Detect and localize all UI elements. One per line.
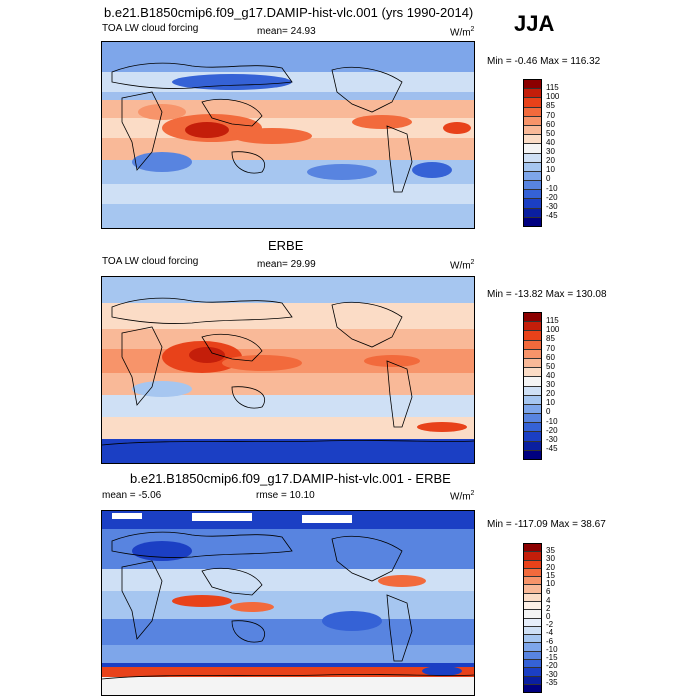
colorbar-label: 40 xyxy=(546,137,555,147)
colorbar-label: 0 xyxy=(546,174,551,184)
colorbar-label: 50 xyxy=(546,128,555,138)
colorbar-label: -10 xyxy=(546,416,558,426)
colorbar-label: 4 xyxy=(546,595,551,605)
colorbar-label: -20 xyxy=(546,425,558,435)
colorbar-label: -30 xyxy=(546,434,558,444)
panel1-map-svg xyxy=(102,42,474,228)
colorbar-label: -45 xyxy=(546,210,558,220)
colorbar-label: 0 xyxy=(546,612,551,621)
colorbar-label: 115 xyxy=(546,316,559,326)
colorbar-label: 115 xyxy=(546,83,559,93)
colorbar-label: 85 xyxy=(546,101,555,111)
panel3-map-svg xyxy=(102,511,474,695)
panel3-rmse: rmse = 10.10 xyxy=(256,490,315,501)
colorbar-label: -30 xyxy=(546,201,558,211)
colorbar-label: 20 xyxy=(546,389,555,399)
panel3-mean: mean = -5.06 xyxy=(102,490,162,501)
main-title: b.e21.B1850cmip6.f09_g17.DAMIP-hist-vlc.… xyxy=(104,5,474,20)
panel2-units: W/m2 xyxy=(450,259,475,272)
colorbar-label: 6 xyxy=(546,587,551,597)
colorbar-label: -20 xyxy=(546,661,558,671)
panel3-minmax: Min = -117.09 Max = 38.67 xyxy=(487,519,606,530)
panel2-map xyxy=(101,276,475,464)
panel1-map xyxy=(101,41,475,229)
panel1-minmax: Min = -0.46 Max = 116.32 xyxy=(487,56,601,67)
panel3-units: W/m2 xyxy=(450,490,475,503)
panel2-map-svg xyxy=(102,277,474,463)
panel3-map xyxy=(101,510,475,696)
colorbar-label: 15 xyxy=(546,570,555,580)
colorbar-label: 20 xyxy=(546,156,555,166)
panel1-colorbar xyxy=(523,79,542,227)
colorbar-label: 60 xyxy=(546,119,555,129)
colorbar-label: 70 xyxy=(546,110,555,120)
colorbar-label: -10 xyxy=(546,183,558,193)
colorbar-label: 20 xyxy=(546,562,555,572)
colorbar-label: 2 xyxy=(546,603,551,613)
colorbar-label: 35 xyxy=(546,546,555,556)
panel1-units: W/m2 xyxy=(450,26,475,39)
panel2-title: ERBE xyxy=(268,238,304,253)
colorbar-label: 50 xyxy=(546,361,555,371)
colorbar-label: 30 xyxy=(546,380,555,389)
panel1-mean: mean= 24.93 xyxy=(257,26,316,37)
panel2-minmax: Min = -13.82 Max = 130.08 xyxy=(487,289,607,300)
colorbar-label: -35 xyxy=(546,677,558,687)
colorbar-label: 100 xyxy=(546,325,560,335)
panel2-colorbar xyxy=(523,312,542,460)
colorbar-label: 10 xyxy=(546,579,555,589)
colorbar-label: -4 xyxy=(546,628,554,638)
colorbar-label: 60 xyxy=(546,352,555,362)
colorbar-label: 85 xyxy=(546,334,555,344)
colorbar-label: 30 xyxy=(546,147,555,156)
panel2-mean: mean= 29.99 xyxy=(257,259,316,270)
colorbar-label: 100 xyxy=(546,92,560,102)
colorbar-label: -20 xyxy=(546,192,558,202)
colorbar-label: 30 xyxy=(546,554,555,564)
colorbar-label: 10 xyxy=(546,398,555,408)
colorbar-label: -15 xyxy=(546,653,558,663)
colorbar-label: -45 xyxy=(546,443,558,453)
colorbar-label: -6 xyxy=(546,636,554,646)
panel1-left-label: TOA LW cloud forcing xyxy=(102,23,199,34)
panel3-colorbar xyxy=(523,543,542,693)
panel2-left-label: TOA LW cloud forcing xyxy=(102,256,199,267)
colorbar-label: 70 xyxy=(546,343,555,353)
colorbar-label: -2 xyxy=(546,620,554,630)
panel3-title: b.e21.B1850cmip6.f09_g17.DAMIP-hist-vlc.… xyxy=(130,471,451,486)
colorbar-label: 40 xyxy=(546,370,555,380)
colorbar-label: -10 xyxy=(546,644,558,654)
season-label: JJA xyxy=(514,11,555,36)
colorbar-label: -30 xyxy=(546,669,558,679)
colorbar-label: 0 xyxy=(546,407,551,417)
colorbar-label: 10 xyxy=(546,165,555,175)
